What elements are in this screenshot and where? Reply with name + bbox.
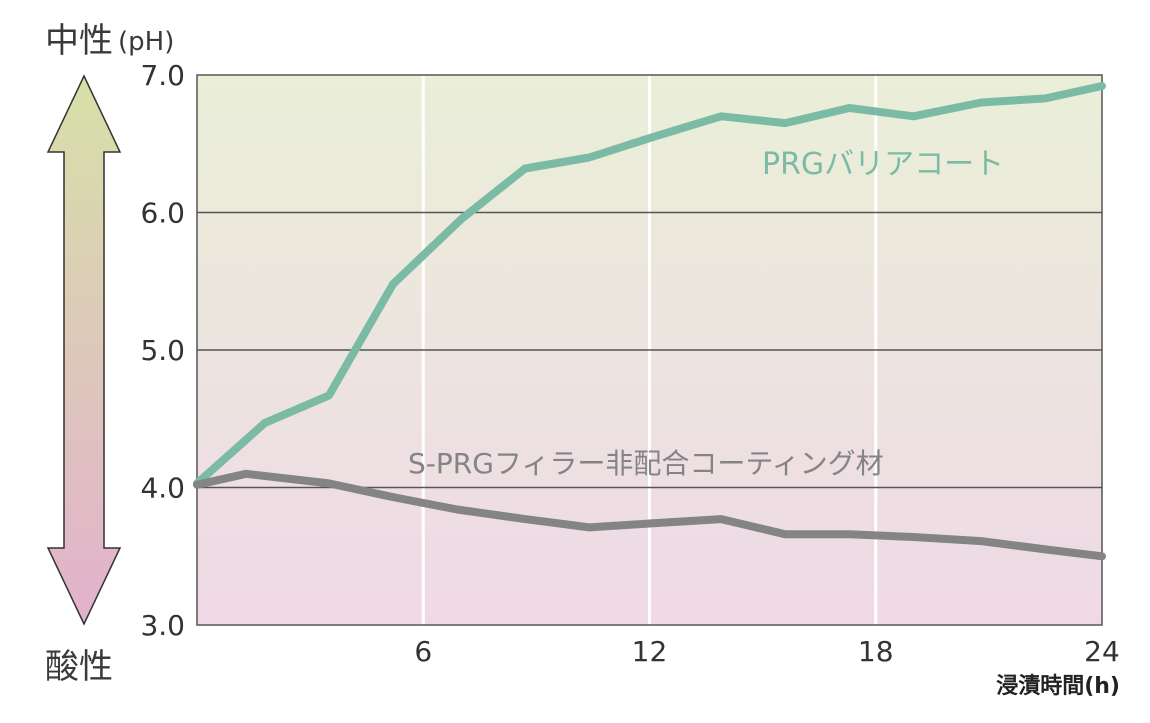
x-tick-label: 18 (858, 635, 894, 668)
x-axis-label: 浸漬時間(h) (996, 674, 1120, 699)
neutral-label: 中性 (45, 21, 113, 61)
neutral-acidic-arrow (46, 74, 122, 626)
series-label-non-sprg-coating: S-PRGフィラー非配合コーティング材 (408, 447, 884, 480)
y-tick-label: 5.0 (140, 334, 185, 367)
y-tick-label: 3.0 (140, 609, 185, 642)
x-tick-labels: 6 12 18 24 (414, 635, 1119, 668)
series-line-1 (193, 469, 1106, 561)
y-tick-labels: 3.0 4.0 5.0 6.0 7.0 (140, 59, 185, 642)
series-line-0 (193, 82, 1106, 488)
y-tick-label: 6.0 (140, 197, 185, 230)
plot-frame (196, 74, 1103, 626)
series-label-prg-barrier-coat: PRGバリアコート (762, 147, 1004, 182)
y-tick-label: 7.0 (140, 59, 185, 92)
ph-unit-label: (pH) (118, 27, 174, 57)
y-tick-label: 4.0 (140, 472, 185, 505)
series-lines (193, 82, 1106, 561)
x-tick-label: 12 (632, 635, 668, 668)
acidic-label: 酸性 (45, 647, 113, 687)
x-tick-label: 24 (1084, 635, 1120, 668)
x-tick-label: 6 (414, 635, 432, 668)
